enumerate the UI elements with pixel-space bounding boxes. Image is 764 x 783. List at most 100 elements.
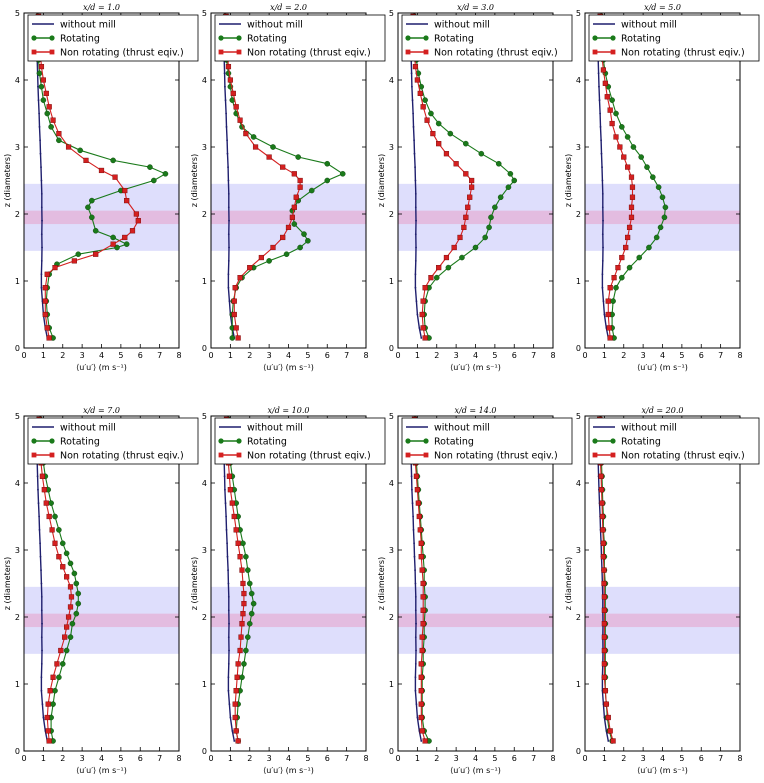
non-rotating-point	[443, 254, 450, 261]
without-mill-point	[223, 72, 226, 75]
y-tick-label: 0	[202, 344, 207, 353]
non-rotating-point	[418, 701, 424, 707]
non-rotating-point	[233, 104, 239, 110]
y-tick-label: 3	[576, 143, 581, 152]
legend-label: without mill	[621, 423, 677, 434]
x-tick-label: 2	[247, 351, 252, 360]
non-rotating-point	[64, 624, 70, 630]
non-rotating-point	[67, 584, 74, 590]
y-tick-label: 4	[576, 479, 581, 488]
non-rotating-point	[601, 607, 607, 613]
without-mill-point	[224, 502, 227, 504]
non-rotating-point	[599, 513, 606, 520]
x-axis-label: ⟨u′u′⟩ (m s⁻¹)	[263, 766, 314, 775]
without-mill-point	[414, 273, 417, 276]
plot-area	[24, 416, 179, 751]
without-mill-point	[601, 233, 604, 236]
without-mill-point	[227, 233, 230, 236]
non-rotating-point	[457, 234, 463, 241]
without-mill-point	[227, 286, 230, 289]
without-mill-point	[41, 622, 43, 625]
y-tick-label: 3	[15, 546, 20, 555]
rotating-point	[301, 231, 307, 237]
non-rotating-point	[240, 580, 246, 587]
non-rotating-point	[420, 607, 426, 613]
non-rotating-point	[247, 265, 253, 271]
without-mill-point	[414, 609, 417, 612]
rotating-point	[248, 610, 255, 617]
rotating-point	[478, 150, 485, 157]
without-mill-point	[40, 676, 43, 679]
chart-panel-7: 0 1 2 3 4 5 6 7 8 0 1 2 3 4 5 x/d = 14.0 ⟨u′u′⟩ (m s⁻¹) z…	[377, 406, 573, 775]
non-rotating-point	[424, 117, 430, 123]
without-mill-point	[410, 475, 413, 478]
x-tick-label: 3	[267, 754, 272, 763]
legend-marker	[218, 49, 224, 55]
rotating-point	[89, 214, 95, 221]
without-mill-point	[224, 85, 226, 88]
rotating-point	[245, 567, 251, 573]
non-rotating-point	[231, 513, 237, 520]
non-rotating-point	[124, 197, 130, 204]
non-rotating-point	[625, 234, 631, 241]
y-tick-label: 4	[202, 76, 207, 85]
non-rotating-point	[233, 527, 239, 533]
x-tick-label: 3	[641, 351, 646, 360]
y-tick-label: 2	[389, 613, 394, 622]
x-tick-label: 4	[473, 754, 478, 763]
rotating-point	[305, 237, 311, 244]
legend-label: Non rotating (thrust eqiv.)	[434, 48, 558, 59]
rotating-point	[653, 234, 660, 241]
without-mill-point	[39, 152, 42, 155]
legend-label: Rotating	[247, 34, 287, 45]
without-mill-point	[40, 273, 43, 276]
non-rotating-point	[46, 513, 52, 520]
without-mill-point	[227, 193, 230, 195]
legend-marker	[592, 452, 598, 458]
non-rotating-point	[129, 228, 136, 234]
rotating-point	[40, 97, 47, 103]
y-tick-label: 1	[15, 277, 20, 286]
without-mill-point	[40, 596, 43, 598]
legend-marker	[592, 438, 598, 444]
chart-panel-2: 0 1 2 3 4 5 6 7 8 0 1 2 3 4 5 x/d = 2.0 ⟨u′u′⟩ (m s⁻¹) z …	[190, 3, 386, 372]
x-tick-label: 5	[492, 351, 497, 360]
plot-area	[585, 416, 740, 751]
rotating-point	[613, 110, 619, 117]
x-tick-label: 0	[208, 754, 213, 763]
legend: without mill Rotating Non rotating (thrust…	[588, 417, 760, 465]
non-rotating-point	[601, 567, 607, 573]
without-mill-point	[41, 246, 43, 249]
legend: without mill Rotating Non rotating (thrust…	[214, 14, 386, 62]
series-group	[35, 416, 82, 744]
without-mill-point	[414, 636, 417, 638]
non-rotating-point	[112, 174, 118, 180]
rotating-point	[52, 687, 58, 694]
without-mill-point	[39, 139, 41, 142]
without-mill-point	[602, 246, 604, 249]
without-mill-point	[414, 676, 417, 679]
non-rotating-point	[226, 473, 233, 479]
non-rotating-point	[43, 500, 49, 506]
without-mill-point	[227, 663, 230, 665]
non-rotating-point	[280, 234, 286, 241]
non-rotating-point	[54, 661, 60, 667]
without-mill-point	[602, 219, 604, 222]
panel-title: x/d = 20.0	[642, 406, 684, 415]
without-mill-point	[600, 152, 603, 155]
without-mill-point	[40, 663, 43, 665]
rotating-point	[661, 214, 668, 221]
non-rotating-point	[463, 171, 469, 177]
rotating-point	[36, 70, 43, 77]
non-rotating-point	[232, 285, 238, 291]
rotating-point	[428, 110, 434, 117]
rotating-point	[246, 620, 253, 627]
without-mill-point	[415, 649, 417, 652]
panel-title: x/d = 2.0	[270, 3, 307, 12]
non-rotating-point	[600, 527, 606, 533]
non-rotating-point	[453, 161, 459, 167]
legend-marker	[423, 438, 429, 444]
legend-box	[27, 417, 199, 465]
non-rotating-point	[463, 214, 469, 220]
legend-marker	[49, 35, 55, 41]
